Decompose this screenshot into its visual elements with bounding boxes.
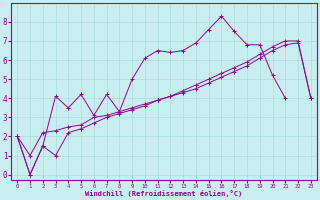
- X-axis label: Windchill (Refroidissement éolien,°C): Windchill (Refroidissement éolien,°C): [85, 190, 243, 197]
